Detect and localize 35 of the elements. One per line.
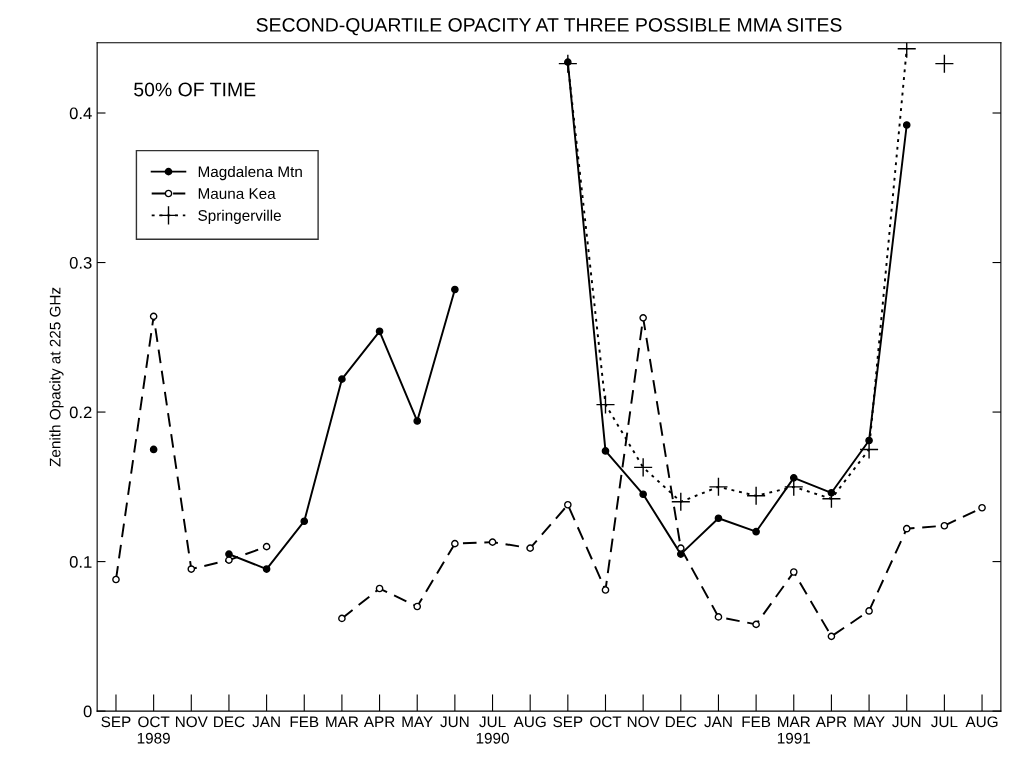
x-tick-label: MAR (326, 716, 359, 728)
x-tick-label: JUN (892, 716, 921, 728)
annotation: 50% OF TIME (134, 82, 256, 97)
legend-label: Mauna Kea (198, 188, 276, 200)
chart-title: SECOND-QUARTILE OPACITY AT THREE POSSIBLE MMA SITES (256, 18, 842, 36)
y-axis-title: Zenith Opacity at 225 GHz (49, 287, 64, 467)
x-tick-label: AUG (513, 716, 546, 728)
x-tick-label: JUL 1990 (476, 716, 509, 744)
x-tick-label: NOV (175, 716, 208, 728)
x-tick-label: FEB (742, 716, 771, 728)
x-tick-label: AUG (965, 716, 998, 728)
x-tick-label: SEP (553, 716, 583, 728)
x-tick-label: MAR 1991 (777, 716, 811, 744)
x-tick-label: APR (815, 716, 847, 728)
x-tick-label: JUN (440, 716, 469, 728)
y-tick-label: 0 (83, 705, 92, 718)
x-tick-label: APR (363, 716, 395, 728)
x-tick-label: SEP (101, 716, 131, 728)
y-tick-label: 0.2 (69, 406, 92, 419)
x-tick-label: OCT (590, 716, 622, 728)
x-tick-label: JAN (252, 716, 280, 728)
x-tick-label: MAY (854, 716, 885, 728)
x-tick-label: JAN (704, 716, 732, 728)
x-tick-label: FEB (290, 716, 319, 728)
y-tick-label: 0.1 (69, 555, 92, 568)
y-tick-label: 0.3 (69, 256, 92, 269)
legend-label: Springerville (198, 209, 281, 224)
y-tick-label: 0.4 (69, 107, 92, 120)
x-tick-label: DEC (214, 716, 245, 728)
x-tick-label: MAY (402, 716, 433, 728)
x-tick-label: DEC (665, 716, 697, 728)
legend-label: Magdalena Mtn (198, 165, 302, 181)
x-tick-label: NOV (627, 716, 660, 728)
x-tick-label: OCT 1989 (137, 716, 170, 744)
x-tick-label: JUL (931, 716, 958, 728)
